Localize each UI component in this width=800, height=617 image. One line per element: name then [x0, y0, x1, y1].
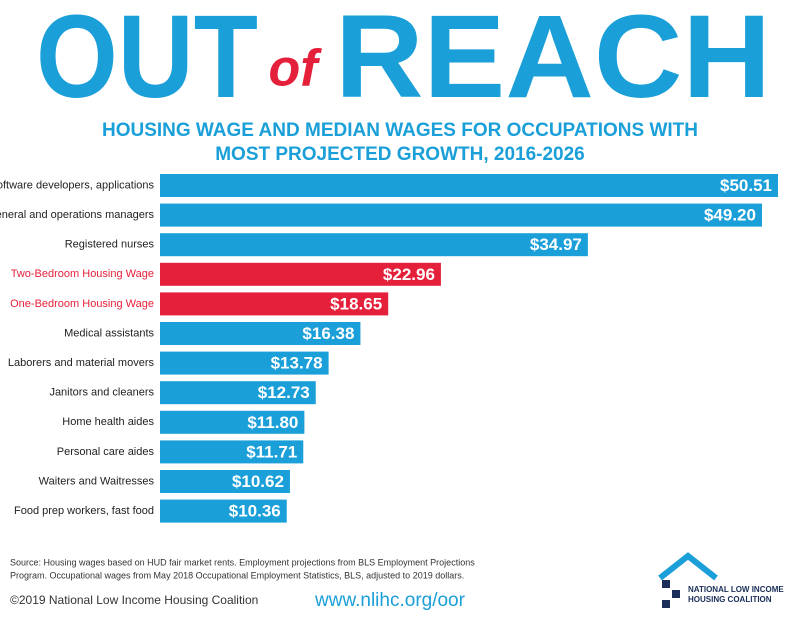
value-label: $22.96	[383, 265, 435, 284]
category-label: Personal care aides	[57, 446, 155, 458]
bar	[160, 410, 305, 434]
bar	[160, 203, 762, 227]
value-label: $34.97	[530, 235, 582, 254]
category-label: Two-Bedroom Housing Wage	[11, 268, 154, 280]
bars: Software developers, applications $50.51 G…	[0, 174, 778, 523]
value-label: $11.71	[246, 442, 297, 461]
copyright: ©2019 National Low Income Housing Coalit…	[10, 593, 258, 607]
category-label: Home health aides	[62, 416, 154, 428]
category-label: Laborers and material movers	[8, 357, 155, 369]
value-label: $10.62	[232, 472, 284, 491]
title-of: of	[268, 40, 322, 98]
value-label: $18.65	[330, 294, 382, 313]
category-label: One-Bedroom Housing Wage	[10, 298, 154, 310]
value-label: $13.78	[271, 354, 323, 373]
category-label: Janitors and cleaners	[49, 387, 154, 399]
bar	[160, 470, 290, 493]
category-label: Waiters and Waitresses	[39, 475, 155, 487]
url[interactable]: www.nlihc.org/oor	[314, 590, 466, 611]
bar	[160, 322, 361, 345]
subtitle: MOST PROJECTED GROWTH, 2016-2026	[215, 144, 585, 165]
value-label: $50.51	[720, 176, 772, 195]
value-label: $49.20	[704, 206, 756, 225]
source-note: Source: Housing wages based on HUD fair …	[10, 557, 475, 567]
bar	[160, 262, 441, 286]
bar	[160, 440, 304, 464]
value-label: $16.38	[302, 324, 354, 343]
title-out: OUT	[36, 0, 258, 123]
bar	[160, 351, 329, 375]
value-label: $11.80	[247, 413, 298, 432]
value-label: $12.73	[258, 383, 310, 402]
category-label: Food prep workers, fast food	[14, 505, 154, 517]
logo-text: NATIONAL LOW INCOME	[688, 585, 784, 594]
category-label: General and operations managers	[0, 209, 154, 221]
bar	[160, 233, 588, 257]
title-reach: REACH	[335, 0, 771, 123]
category-label: Medical assistants	[64, 327, 154, 339]
category-label: Software developers, applications	[0, 179, 155, 191]
bar	[160, 174, 778, 197]
logo-icon	[658, 552, 718, 608]
source-note: Program. Occupational wages from May 201…	[10, 570, 464, 580]
subtitle: HOUSING WAGE AND MEDIAN WAGES FOR OCCUPA…	[102, 120, 698, 141]
bar	[160, 292, 389, 316]
bar	[160, 499, 287, 523]
value-label: $10.36	[229, 502, 281, 521]
category-label: Registered nurses	[65, 239, 155, 251]
logo-text: HOUSING COALITION	[688, 595, 772, 604]
bar	[160, 381, 316, 405]
